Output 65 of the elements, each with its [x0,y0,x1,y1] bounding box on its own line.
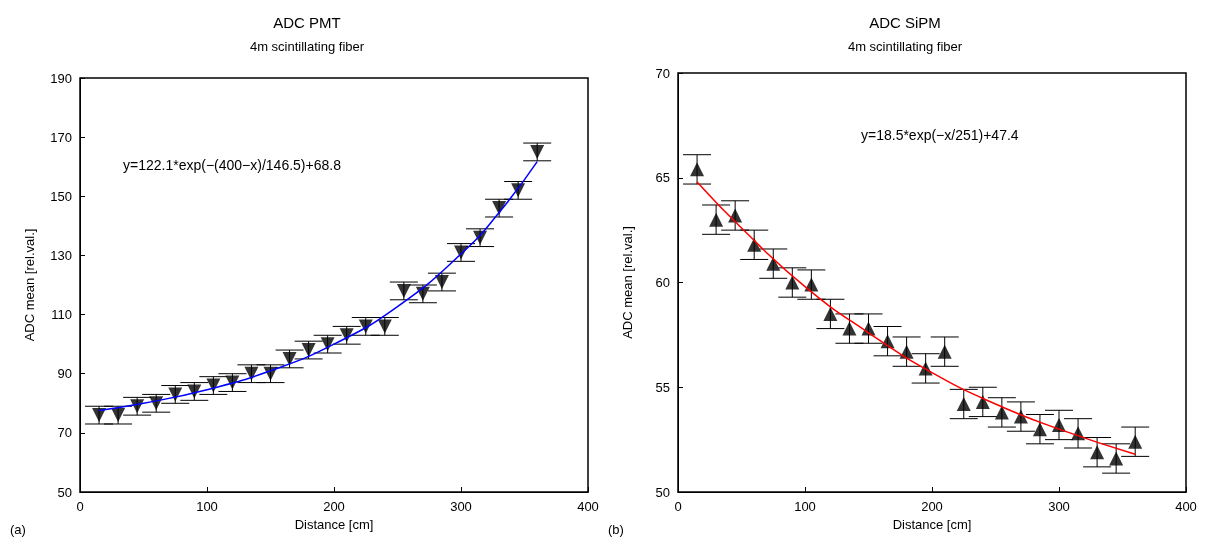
y-tick-label: 55 [655,379,670,395]
chart-subtitle: 4m scintillating fiber [249,39,365,54]
y-tick-label: 50 [655,484,670,500]
point [823,306,838,321]
y-axis-title: ADC mean [rel.val.] [22,228,37,342]
x-tick-label: 200 [323,499,345,514]
point [842,321,857,336]
y-tick-label: 90 [57,366,72,382]
x-tick-label: 100 [196,499,218,514]
point [690,162,705,177]
point [1109,451,1124,466]
y-tick-label: 150 [50,188,72,204]
y-tick-label: 190 [50,70,72,86]
text: (a) [10,522,26,537]
y-tick-label: 60 [655,275,670,290]
point [766,256,781,271]
point [187,384,202,399]
point [377,319,392,334]
y-tick-label: 110 [51,307,72,323]
x-tick-label: 300 [1048,499,1070,514]
annotation: y=18.5*exp(−x/251)+47.4 [861,127,1019,143]
point [301,343,316,358]
text: (b) [608,522,624,537]
point [994,405,1009,420]
point [1013,409,1028,424]
annotation: y=122.1*exp(−(400−x)/146.5)+68.8 [123,157,342,173]
point [1032,422,1047,437]
x-tick-label: 0 [76,499,84,514]
x-tick-label: 400 [1175,499,1197,514]
point [111,408,126,423]
point [709,212,724,227]
y-tick-label: 50 [57,484,72,500]
x-axis-title: Distance [cm] [892,516,972,532]
y-tick-label: 65 [655,170,670,186]
y-tick-label: 170 [50,129,72,145]
point [956,397,971,412]
point [244,366,259,381]
chart-title: ADC PMT [273,14,341,31]
y-tick-label: 70 [57,425,72,441]
point [282,351,297,366]
point [975,394,990,409]
y-tick-label: 70 [655,65,670,81]
line-series [696,181,1136,456]
point [785,275,800,290]
x-tick-label: 300 [450,499,472,514]
point [168,387,183,402]
point [530,144,545,159]
y-tick-label: 130 [50,247,72,263]
point [396,283,411,298]
point [937,344,952,359]
chart-subtitle: 4m scintillating fiber [847,39,963,54]
point [1090,445,1105,460]
point [320,337,335,352]
x-tick-label: 400 [577,499,599,514]
x-tick-label: 200 [921,499,943,514]
point [492,201,507,216]
x-tick-label: 100 [794,499,816,514]
point [92,408,107,423]
point [1128,434,1143,449]
y-axis-title: ADC mean [rel.val.] [620,226,635,339]
point [434,275,449,290]
x-tick-label: 0 [674,499,682,514]
chart-title: ADC SiPM [869,14,941,31]
x-axis-title: Distance [cm] [294,516,374,532]
point [747,237,762,252]
